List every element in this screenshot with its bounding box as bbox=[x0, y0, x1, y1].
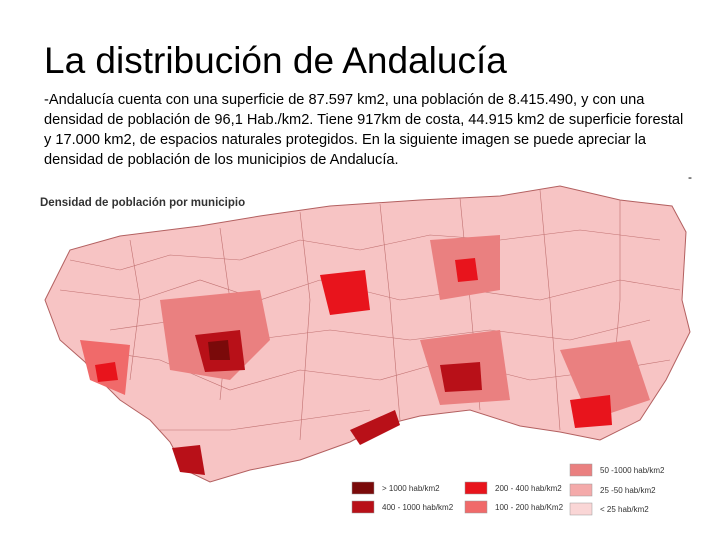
legend-swatch bbox=[569, 463, 593, 477]
legend-swatch bbox=[569, 483, 593, 497]
density-areas bbox=[80, 235, 650, 475]
map-title: Densidad de población por municipio bbox=[40, 197, 245, 209]
legend-label: 50 -1000 hab/km2 bbox=[600, 466, 665, 475]
legend-swatch bbox=[464, 500, 488, 514]
region-outline bbox=[44, 185, 691, 483]
legend-label: 200 - 400 hab/km2 bbox=[495, 484, 562, 493]
legend-label: 25 -50 hab/km2 bbox=[600, 486, 656, 495]
legend-swatch bbox=[464, 481, 488, 495]
legend-label: 400 - 1000 hab/km2 bbox=[382, 503, 454, 512]
slide-text: -Andalucía cuenta con una superficie de … bbox=[44, 92, 684, 168]
legend-swatch bbox=[351, 481, 375, 495]
legend-label: > 1000 hab/km2 bbox=[382, 484, 440, 493]
slide-title: La distribución de Andalucía bbox=[44, 40, 507, 81]
legend-swatch bbox=[569, 502, 593, 516]
dash-mark: - bbox=[688, 170, 692, 184]
legend-swatch bbox=[351, 500, 375, 514]
legend-label: < 25 hab/km2 bbox=[600, 505, 649, 514]
legend-label: 100 - 200 hab/Km2 bbox=[495, 503, 564, 512]
